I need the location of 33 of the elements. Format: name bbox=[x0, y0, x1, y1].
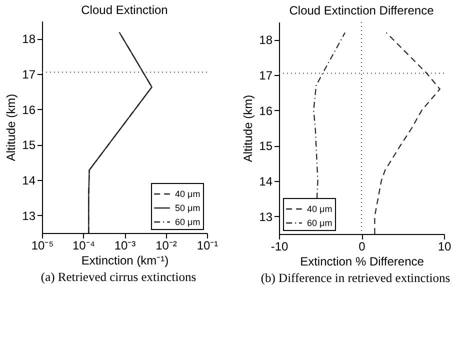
y-tick-label: 13 bbox=[22, 208, 36, 223]
x-axis-title: Extinction % Difference bbox=[300, 254, 424, 268]
legend-label: 40 μm bbox=[307, 204, 332, 214]
x-tick-label: 10 bbox=[438, 240, 452, 254]
y-axis-title: Altitude (km) bbox=[4, 94, 18, 162]
y-axis-title: Altitude (km) bbox=[241, 94, 256, 162]
legend-label: 60 μm bbox=[307, 218, 332, 228]
x-tick-label: 10⁻⁵ bbox=[31, 238, 54, 252]
x-tick-label: 10⁻⁴ bbox=[72, 238, 96, 252]
legend-label: 50 μm bbox=[175, 203, 200, 213]
y-tick-label: 14 bbox=[259, 174, 273, 188]
y-tick-label: 16 bbox=[22, 102, 36, 117]
x-tick-label: -10 bbox=[270, 240, 288, 254]
y-tick-label: 15 bbox=[22, 138, 36, 152]
y-tick-label: 17 bbox=[259, 68, 273, 82]
y-tick-label: 14 bbox=[22, 174, 36, 188]
y-tick-label: 17 bbox=[22, 68, 36, 82]
x-axis-title: Extinction (km⁻¹) bbox=[81, 254, 169, 268]
y-tick-label: 16 bbox=[259, 104, 273, 118]
chart-title: Cloud Extinction bbox=[81, 3, 168, 17]
y-tick-label: 18 bbox=[259, 33, 273, 48]
legend-label: 60 μm bbox=[175, 217, 200, 227]
x-tick-label: 10⁻³ bbox=[114, 238, 136, 252]
text: (b) Difference in retrieved extinctions bbox=[260, 271, 452, 286]
text: (a) Retrieved cirrus extinctions bbox=[40, 270, 198, 285]
x-tick-label: 0 bbox=[358, 240, 366, 254]
y-tick-label: 15 bbox=[259, 139, 273, 154]
legend-label: 40 μm bbox=[175, 189, 200, 199]
y-tick-label: 18 bbox=[22, 32, 36, 46]
chart-title: Cloud Extinction Difference bbox=[289, 4, 434, 18]
y-tick-label: 13 bbox=[259, 210, 273, 224]
x-tick-label: 10⁻² bbox=[156, 238, 177, 252]
x-tick-label: 10⁻¹ bbox=[196, 238, 218, 252]
